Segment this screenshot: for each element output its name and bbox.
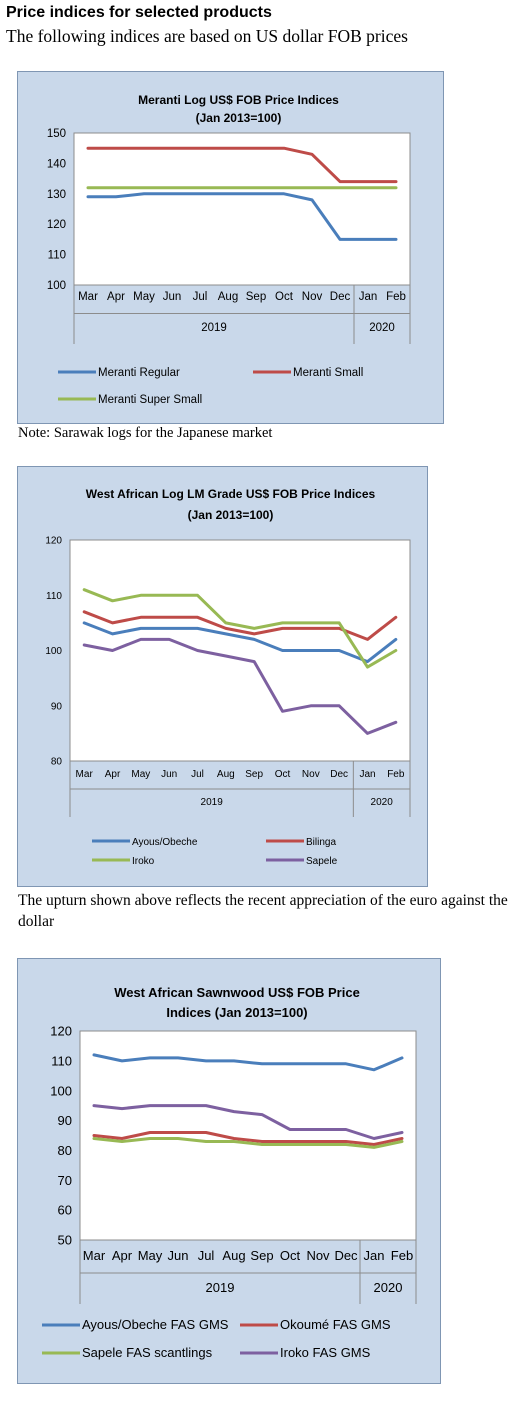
x-tick-label: Aug [222, 1248, 245, 1263]
series-line [82, 621, 398, 664]
chart-west-african-sawnwood: West African Sawnwood US$ FOB Price Indic… [17, 958, 441, 1384]
chart-subtitle: (Jan 2013=100) [188, 508, 274, 522]
y-tick-label: 90 [51, 701, 63, 712]
chart-west-african-log-svg: West African Log LM Grade US$ FOB Price … [45, 487, 411, 867]
year-label: 2020 [374, 1280, 403, 1295]
y-tick-label: 110 [48, 250, 66, 262]
x-tick-label: Jun [163, 291, 182, 303]
series-line [92, 1053, 404, 1072]
x-tick-label: Sep [246, 291, 266, 303]
x-tick-label: Sep [250, 1248, 273, 1263]
x-tick-label: Jan [364, 1248, 385, 1263]
page-subheading: The following indices are based on US do… [6, 26, 408, 46]
legend-label: Ayous/Obeche [132, 837, 198, 848]
paragraph-upturn: The upturn shown above reflects the rece… [18, 892, 508, 930]
legend-label: Meranti Super Small [98, 394, 202, 406]
x-tick-label: May [138, 1248, 163, 1263]
year-label: 2019 [206, 1280, 235, 1295]
x-tick-label: Aug [217, 769, 235, 780]
x-tick-label: Jul [198, 1248, 215, 1263]
series-line [92, 1137, 404, 1149]
x-tick-label: Jan [359, 291, 378, 303]
x-tick-label: Oct [275, 769, 291, 780]
x-tick-label: Mar [76, 769, 94, 780]
x-tick-label: Apr [107, 291, 125, 303]
chart-subtitle: Indices (Jan 2013=100) [166, 1005, 307, 1020]
y-tick-label: 120 [50, 1024, 72, 1039]
x-tick-label: Oct [275, 291, 294, 303]
note-sarawak: Note: Sarawak logs for the Japanese mark… [18, 425, 273, 441]
series-line [92, 1104, 404, 1140]
series-line [82, 588, 398, 669]
x-tick-label: Feb [391, 1248, 413, 1263]
legend-label: Meranti Small [293, 367, 363, 379]
legend-label: Iroko FAS GMS [280, 1345, 371, 1360]
x-tick-label: Jun [168, 1248, 189, 1263]
y-tick-label: 110 [51, 1053, 72, 1068]
chart-title: West African Log LM Grade US$ FOB Price … [86, 487, 376, 501]
x-tick-label: Dec [330, 769, 348, 780]
page-heading: Price indices for selected products [6, 4, 272, 21]
legend-label: Sapele FAS scantlings [82, 1345, 213, 1360]
y-tick-label: 70 [58, 1173, 72, 1188]
x-tick-label: Dec [334, 1248, 358, 1263]
y-tick-label: 100 [50, 1083, 72, 1098]
y-tick-label: 120 [45, 536, 62, 547]
plot-area [73, 132, 411, 286]
y-tick-label: 60 [58, 1203, 72, 1218]
x-tick-label: Nov [302, 291, 323, 303]
x-tick-label: Jan [359, 769, 375, 780]
x-tick-label: Nov [302, 769, 320, 780]
chart-subtitle: (Jan 2013=100) [196, 111, 282, 125]
chart-west-african-log: West African Log LM Grade US$ FOB Price … [17, 466, 428, 887]
y-tick-label: 130 [47, 189, 66, 201]
year-label: 2019 [201, 797, 224, 808]
x-tick-label: Mar [83, 1248, 106, 1263]
x-tick-label: Jun [161, 769, 177, 780]
x-tick-label: Jul [193, 291, 208, 303]
year-label: 2020 [369, 322, 395, 334]
x-tick-label: Apr [105, 769, 121, 780]
x-tick-label: Aug [218, 291, 238, 303]
y-tick-label: 140 [47, 158, 66, 170]
legend-label: Bilinga [306, 837, 336, 848]
series-line [92, 1131, 404, 1146]
x-tick-label: Jul [191, 769, 204, 780]
x-tick-label: Feb [386, 291, 406, 303]
chart-meranti-svg: Meranti Log US$ FOB Price Indices (Jan 20… [47, 93, 411, 406]
x-tick-label: Nov [306, 1248, 330, 1263]
legend-label: Ayous/Obeche FAS GMS [82, 1317, 229, 1332]
x-tick-label: Sep [245, 769, 263, 780]
y-tick-label: 120 [47, 219, 66, 231]
plot-area [69, 539, 411, 762]
x-tick-label: Mar [78, 291, 98, 303]
y-tick-label: 90 [58, 1113, 72, 1128]
x-tick-label: Oct [280, 1248, 301, 1263]
chart-title: Meranti Log US$ FOB Price Indices [138, 93, 339, 107]
x-tick-label: Dec [330, 291, 351, 303]
legend-label: Okoumé FAS GMS [280, 1317, 391, 1332]
y-tick-label: 100 [47, 280, 66, 292]
chart-meranti-log: Meranti Log US$ FOB Price Indices (Jan 20… [17, 71, 444, 424]
y-tick-label: 50 [58, 1233, 72, 1248]
y-tick-label: 80 [58, 1143, 72, 1158]
y-tick-label: 80 [51, 757, 63, 768]
x-tick-label: Apr [112, 1248, 133, 1263]
series-line [86, 192, 398, 241]
year-label: 2020 [371, 797, 394, 808]
y-tick-label: 110 [46, 591, 62, 602]
chart-title: West African Sawnwood US$ FOB Price [114, 985, 360, 1000]
x-tick-label: May [131, 769, 150, 780]
legend-label: Iroko [132, 856, 155, 867]
series-line [82, 637, 398, 735]
y-tick-label: 150 [47, 128, 66, 140]
chart-sawnwood-svg: West African Sawnwood US$ FOB Price Indic… [42, 985, 417, 1360]
legend-label: Meranti Regular [98, 367, 180, 379]
x-tick-label: May [133, 291, 155, 303]
series-line [86, 146, 398, 184]
legend-label: Sapele [306, 856, 338, 867]
y-tick-label: 100 [45, 646, 62, 657]
year-label: 2019 [201, 322, 227, 334]
x-tick-label: Feb [387, 769, 405, 780]
